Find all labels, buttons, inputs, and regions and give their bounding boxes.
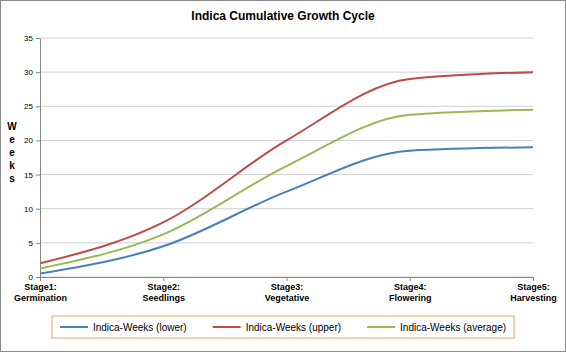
grid <box>40 38 533 277</box>
legend-item: Indica-Weeks (average) <box>367 322 506 333</box>
legend-swatch <box>213 326 241 328</box>
y-tick-label: 30 <box>24 68 33 77</box>
legend: Indica-Weeks (lower) Indica-Weeks (upper)… <box>52 316 514 338</box>
x-tick-label: Stage5:Harvesting <box>510 282 557 302</box>
chart-svg: 0 5 10 15 20 25 30 35 Stage1:Germination Stage2:S… <box>0 0 566 352</box>
y-tick-label: 15 <box>24 171 33 180</box>
y-tick: 15 <box>24 171 40 180</box>
x-tick-label: Stage1:Germination <box>14 282 67 302</box>
y-tick-label: 35 <box>24 34 33 43</box>
y-tick: 5 <box>29 239 40 248</box>
y-tick-label: 25 <box>24 102 33 111</box>
y-tick-mark <box>36 175 40 176</box>
legend-item: Indica-Weeks (upper) <box>213 322 341 333</box>
legend-box <box>52 316 514 338</box>
y-tick: 25 <box>24 102 40 111</box>
y-axis-line <box>40 39 41 278</box>
chart-container: 0 5 10 15 20 25 30 35 Stage1:Germination Stage2:S… <box>0 0 566 352</box>
x-tick: Stage3:Vegetative <box>265 277 310 303</box>
grid-line <box>40 174 533 175</box>
x-tick-mark <box>40 277 41 281</box>
x-tick-mark <box>163 277 164 281</box>
x-tick-mark <box>287 277 288 281</box>
y-tick-label: 20 <box>24 136 33 145</box>
chart-title: Indica Cumulative Growth Cycle <box>191 9 375 23</box>
x-tick-mark <box>533 277 534 281</box>
x-tick: Stage5:Harvesting <box>510 277 557 303</box>
chart-border <box>1 1 566 352</box>
y-tick-label: 10 <box>24 205 33 214</box>
y-tick-mark <box>36 72 40 73</box>
y-axis: 0 5 10 15 20 25 30 35 <box>24 34 40 282</box>
y-tick-mark <box>36 38 40 39</box>
grid-line <box>40 208 533 209</box>
legend-item: Indica-Weeks (lower) <box>60 322 187 333</box>
y-tick-mark <box>36 243 40 244</box>
y-tick: 30 <box>24 68 40 77</box>
x-tick-label: Stage3:Vegetative <box>265 282 310 302</box>
x-axis: Stage1:Germination Stage2:Seedlings Stage3… <box>14 277 557 303</box>
x-tick-label: Stage4:Flowering <box>389 282 432 302</box>
y-tick: 10 <box>24 205 40 214</box>
series-line <box>40 110 533 269</box>
y-tick: 35 <box>24 34 40 43</box>
legend-label: Indica-Weeks (lower) <box>93 322 187 333</box>
y-tick: 0 <box>29 273 40 282</box>
grid-line <box>40 38 533 39</box>
legend-swatch <box>367 326 395 328</box>
y-tick-mark <box>36 209 40 210</box>
x-tick-label: Stage2:Seedlings <box>142 282 185 302</box>
grid-line <box>40 106 533 107</box>
y-tick-label: 0 <box>29 273 34 282</box>
x-tick-mark <box>410 277 411 281</box>
y-tick: 20 <box>24 136 40 145</box>
y-tick-mark <box>36 140 40 141</box>
x-tick: Stage2:Seedlings <box>142 277 185 303</box>
plot-area <box>40 72 533 273</box>
legend-label: Indica-Weeks (upper) <box>246 322 341 333</box>
grid-line <box>40 72 533 73</box>
x-tick: Stage1:Germination <box>14 277 67 303</box>
y-tick-mark <box>36 106 40 107</box>
legend-swatch <box>60 326 88 328</box>
legend-label: Indica-Weeks (average) <box>400 322 506 333</box>
y-tick-mark <box>36 277 40 278</box>
y-tick-label: 5 <box>29 239 34 248</box>
series-line <box>40 72 533 263</box>
y-axis-title: Weeks <box>7 121 17 184</box>
x-tick: Stage4:Flowering <box>389 277 432 303</box>
